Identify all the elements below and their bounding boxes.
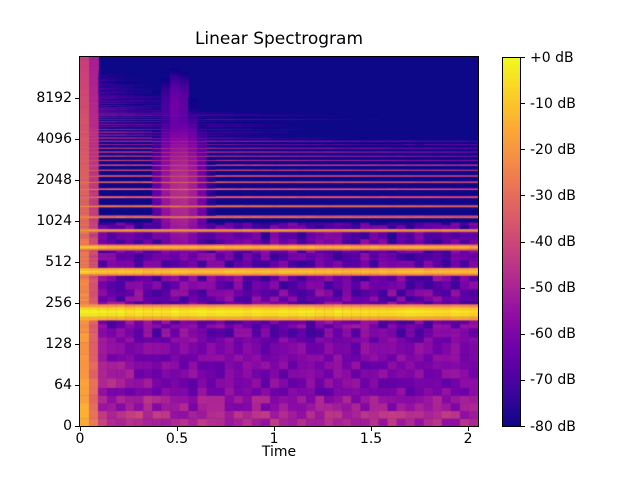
y-tick-label: 256 [45, 295, 72, 311]
y-tick-label: 512 [45, 254, 72, 270]
y-tick-mark [75, 138, 79, 140]
x-tick-mark [467, 427, 469, 431]
colorbar-tick-label: -80 dB [530, 418, 576, 435]
colorbar-tick-mark [521, 103, 525, 105]
x-tick-mark [176, 427, 178, 431]
y-tick-mark [75, 220, 79, 222]
y-tick-mark [75, 343, 79, 345]
y-tick-label: 128 [45, 336, 72, 352]
x-axis-label: Time [261, 444, 297, 460]
colorbar [502, 57, 521, 427]
y-tick-label: 1024 [36, 213, 72, 229]
y-tick-mark [75, 302, 79, 304]
x-tick-label: 1.5 [359, 431, 383, 447]
y-tick-mark [75, 384, 79, 386]
colorbar-tick-label: -20 dB [530, 141, 576, 158]
colorbar-tick-mark [521, 57, 525, 58]
y-tick-mark [75, 97, 79, 99]
colorbar-tick-label: -40 dB [530, 234, 576, 250]
colorbar-tick-label: -50 dB [530, 280, 576, 297]
colorbar-tick-mark [521, 379, 525, 381]
x-tick-mark [79, 427, 81, 431]
colorbar-tick-mark [521, 195, 525, 197]
colorbar-tick-mark [521, 426, 525, 427]
spectrogram-heatmap [80, 57, 478, 426]
y-tick-mark [75, 179, 79, 181]
y-tick-label: 64 [54, 377, 72, 393]
colorbar-tick-mark [521, 333, 525, 335]
y-tick-mark [75, 425, 79, 427]
colorbar-tick-label: -30 dB [530, 187, 576, 204]
chart-title: Linear Spectrogram [194, 29, 364, 49]
colorbar-tick-label: +0 dB [530, 49, 574, 66]
y-tick-label: 8192 [36, 90, 72, 106]
colorbar-tick-label: -10 dB [530, 95, 576, 112]
x-tick-label: 1 [269, 431, 279, 447]
y-tick-label: 4096 [36, 131, 72, 147]
y-tick-mark [75, 261, 79, 263]
x-tick-mark [370, 427, 372, 431]
colorbar-tick-label: -60 dB [530, 326, 576, 343]
x-tick-label: 0 [75, 431, 85, 447]
x-tick-label: 0.5 [165, 431, 189, 447]
colorbar-tick-label: -70 dB [530, 372, 576, 389]
x-tick-label: 2 [463, 431, 473, 447]
y-tick-label: 0 [63, 418, 72, 434]
colorbar-tick-mark [521, 287, 525, 289]
colorbar-tick-mark [521, 149, 525, 151]
y-tick-label: 2048 [36, 172, 72, 188]
colorbar-tick-mark [521, 241, 525, 243]
x-tick-mark [273, 427, 275, 431]
